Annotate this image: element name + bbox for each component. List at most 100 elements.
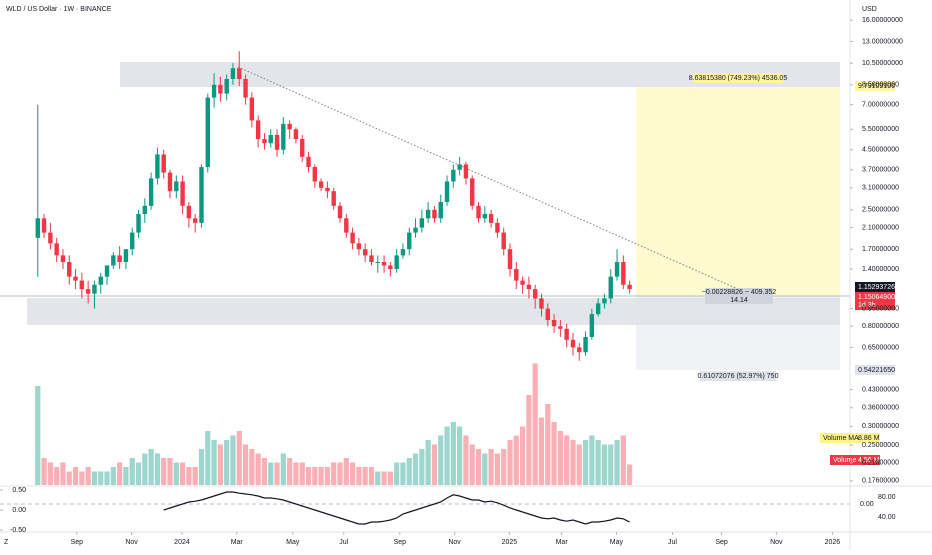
candle-body xyxy=(488,213,494,223)
candle-body xyxy=(111,255,116,266)
current-price: 1.15064900 xyxy=(858,294,895,301)
candle-body xyxy=(545,308,550,321)
candle-body xyxy=(230,68,236,79)
volume-bar xyxy=(249,449,255,485)
volume-bar xyxy=(589,435,595,485)
volume-bar xyxy=(356,467,362,485)
price-tag xyxy=(855,282,895,292)
volume-bar xyxy=(576,444,582,485)
volume-bar xyxy=(47,462,53,485)
y-tick-label: 16.00000000 xyxy=(862,17,903,24)
candle-body xyxy=(199,167,204,223)
volume-bar xyxy=(66,471,72,485)
candle-body xyxy=(577,347,582,353)
candle-body xyxy=(148,178,154,206)
label-bg xyxy=(693,73,783,83)
volume-bar xyxy=(419,449,425,485)
candle-body xyxy=(501,232,506,250)
y-tick-label: 7.00000000 xyxy=(862,101,899,108)
candle-body xyxy=(539,298,544,309)
volume-bar xyxy=(224,440,230,485)
x-tick-label: Jul xyxy=(339,539,348,546)
volume-bar xyxy=(299,462,305,485)
candle-body xyxy=(614,261,620,277)
y-tick-label: 4.50000000 xyxy=(862,147,899,154)
volume-bar xyxy=(60,462,66,485)
volume-bar xyxy=(198,449,205,485)
y-tick-label: 2.50000000 xyxy=(862,207,899,214)
x-tick-label: Jul xyxy=(668,539,677,546)
volume-bar xyxy=(117,462,123,485)
candle-body xyxy=(249,97,255,121)
candle-body xyxy=(79,280,85,290)
x-tick-label: May xyxy=(286,539,300,546)
candle-body xyxy=(570,339,576,348)
y-tick-label: 0.36000000 xyxy=(862,405,899,412)
label-bg xyxy=(700,371,776,381)
volume-bar xyxy=(274,462,280,485)
volume-bar xyxy=(564,435,570,485)
volume-bar xyxy=(463,435,469,485)
stop-box xyxy=(636,296,840,370)
candle-body xyxy=(186,205,192,219)
y-tick-label: 0.95000000 xyxy=(862,305,899,312)
candle-body xyxy=(621,261,626,285)
volume-bar xyxy=(305,467,312,485)
candle-body xyxy=(318,181,324,188)
x-tick-label: Sep xyxy=(71,539,84,546)
candle-body xyxy=(237,68,242,79)
x-tick-label: Sep xyxy=(715,539,728,546)
candle-body xyxy=(463,164,469,179)
osc-tick-label: -0.50 xyxy=(10,527,26,534)
candle-body xyxy=(274,135,280,150)
target-box xyxy=(636,87,840,296)
volume-bar xyxy=(110,467,116,485)
volume-bar xyxy=(475,449,482,485)
candle-body xyxy=(451,169,456,182)
volume-bar xyxy=(513,435,519,485)
candle-body xyxy=(350,232,355,244)
candle-body xyxy=(356,243,362,250)
candle-body xyxy=(306,156,311,168)
osc-right-label: 0.00 xyxy=(860,501,874,508)
volume-bar xyxy=(582,440,589,485)
volume-bar xyxy=(627,464,633,485)
volume-bar xyxy=(255,453,261,485)
candle-body xyxy=(85,289,91,294)
volume-bar xyxy=(123,467,129,485)
candle-body xyxy=(98,276,103,285)
volume-bar xyxy=(337,462,343,485)
price-tag xyxy=(855,292,895,310)
volume-bar xyxy=(148,449,154,485)
candle-body xyxy=(602,298,607,304)
volume-bar xyxy=(343,458,349,485)
stop-label: 0.61072076 (52.97%) 750 xyxy=(698,373,779,380)
candle-body xyxy=(48,232,53,244)
volume-bar xyxy=(608,444,614,485)
x-tick-label: Nov xyxy=(770,539,783,546)
candle-body xyxy=(369,255,374,262)
volume-bar xyxy=(217,444,223,485)
volume-bar xyxy=(601,444,608,485)
candle-body xyxy=(589,314,595,337)
candle-body xyxy=(526,284,532,290)
volume-bar xyxy=(85,467,91,485)
candle-body xyxy=(331,191,336,206)
volume-bar xyxy=(167,458,173,485)
candle-body xyxy=(211,84,217,98)
volume-bar xyxy=(406,458,412,485)
volume-bar xyxy=(488,449,494,485)
volume-bar xyxy=(312,467,318,485)
y-tick-label: 0.17600000 xyxy=(862,478,899,485)
volume-bar xyxy=(142,453,148,485)
candle-body xyxy=(41,218,47,233)
candle-body xyxy=(337,205,343,219)
volume-bar xyxy=(457,426,463,485)
candle-body xyxy=(413,227,418,233)
y-tick-label: 0.25000000 xyxy=(862,442,899,449)
volume-bar xyxy=(230,435,236,485)
volume-bar xyxy=(387,471,393,485)
candle-body xyxy=(35,218,40,238)
price-tag xyxy=(855,365,895,375)
